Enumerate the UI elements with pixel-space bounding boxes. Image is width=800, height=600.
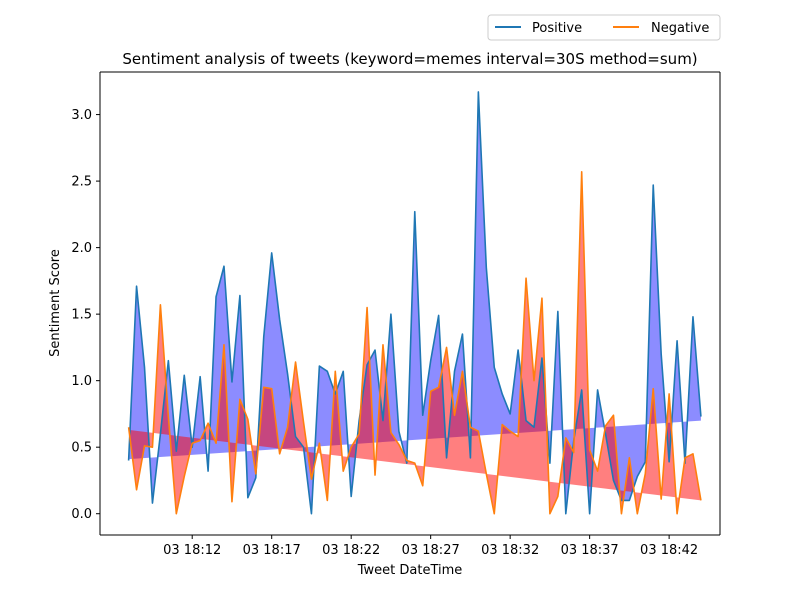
x-tick-label: 03 18:27: [402, 543, 460, 558]
y-axis-label: Sentiment Score: [48, 249, 63, 357]
y-tick-label: 1.0: [71, 374, 92, 389]
y-tick-label: 0.5: [71, 441, 92, 456]
y-tick-label: 3.0: [71, 108, 92, 123]
y-tick-label: 1.5: [71, 308, 92, 323]
x-tick-label: 03 18:37: [561, 543, 619, 558]
series-line-negative: [127, 170, 702, 515]
legend-box: [487, 14, 721, 41]
y-tick-label: 2.5: [71, 175, 92, 190]
axes-frame: [99, 71, 721, 536]
x-tick-label: 03 18:42: [640, 543, 698, 558]
x-axis-label: Tweet DateTime: [357, 563, 463, 578]
legend-positive-label: Positive: [532, 21, 582, 36]
x-axis-ticks: 03 18:12 03 18:17 03 18:22 03 18:27 03 18:32…: [163, 535, 698, 558]
fill-layer: [128, 91, 701, 514]
series-line-positive: [127, 91, 702, 515]
x-tick-label: 03 18:12: [163, 543, 221, 558]
lines-layer: [127, 91, 702, 515]
x-tick-label: 03 18:22: [322, 543, 380, 558]
fill-area-negative: [128, 171, 701, 514]
legend: Positive Negative: [487, 14, 721, 41]
x-tick-label: 03 18:32: [481, 543, 539, 558]
y-tick-label: 0.0: [71, 507, 92, 522]
y-tick-label: 2.0: [71, 241, 92, 256]
legend-negative-label: Negative: [651, 21, 709, 36]
x-tick-label: 03 18:17: [243, 543, 301, 558]
chart-title: Sentiment analysis of tweets (keyword=me…: [122, 50, 697, 68]
y-axis-ticks: 0.0 0.5 1.0 1.5 2.0 2.5 3.0: [71, 108, 100, 522]
